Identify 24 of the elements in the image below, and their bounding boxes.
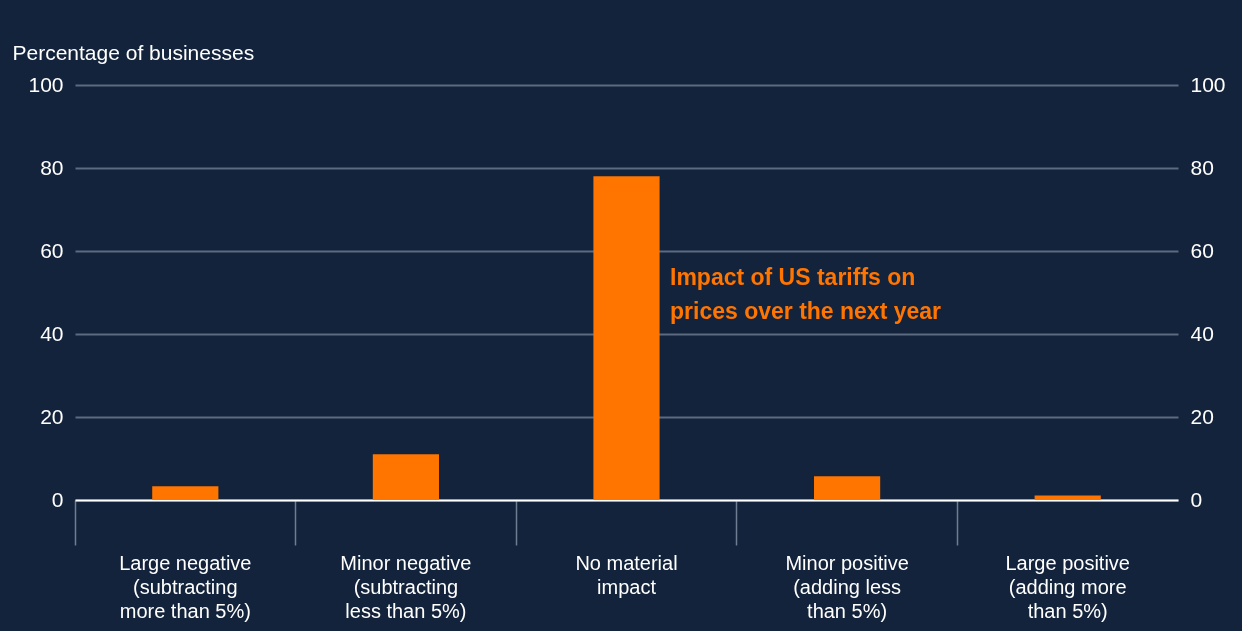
y-tick-label: 20 <box>40 404 64 428</box>
y-tick-label: 60 <box>40 238 64 262</box>
y2-tick-label: 40 <box>1190 321 1214 345</box>
y2-tick-label: 80 <box>1190 155 1214 179</box>
x-tick-label: Minor positive (adding less than 5%) <box>785 551 909 622</box>
y-tick-label: 0 <box>51 487 64 511</box>
y-axis-title: Percentage of businesses <box>12 40 255 64</box>
y-tick-label: 80 <box>40 155 64 179</box>
bar <box>372 454 439 500</box>
x-tick-label: Minor negative (subtracting less than 5%) <box>340 551 472 622</box>
y2-tick-label: 0 <box>1190 487 1203 511</box>
x-tick-label: Large positive (adding more than 5%) <box>1005 551 1130 622</box>
bar <box>1034 495 1101 500</box>
bar <box>152 486 219 500</box>
series-label: Impact of US tariffs on prices over the next year <box>670 264 942 324</box>
x-tick-label: Large negative (subtracting more than 5%) <box>119 551 252 622</box>
bar <box>814 476 881 500</box>
x-tick-label: No material impact <box>575 551 678 598</box>
y-tick-label: 100 <box>28 72 64 96</box>
y2-tick-label: 20 <box>1190 404 1214 428</box>
bar <box>593 176 660 500</box>
y-tick-label: 40 <box>40 321 64 345</box>
y2-tick-label: 100 <box>1190 72 1226 96</box>
y2-tick-label: 60 <box>1190 238 1214 262</box>
